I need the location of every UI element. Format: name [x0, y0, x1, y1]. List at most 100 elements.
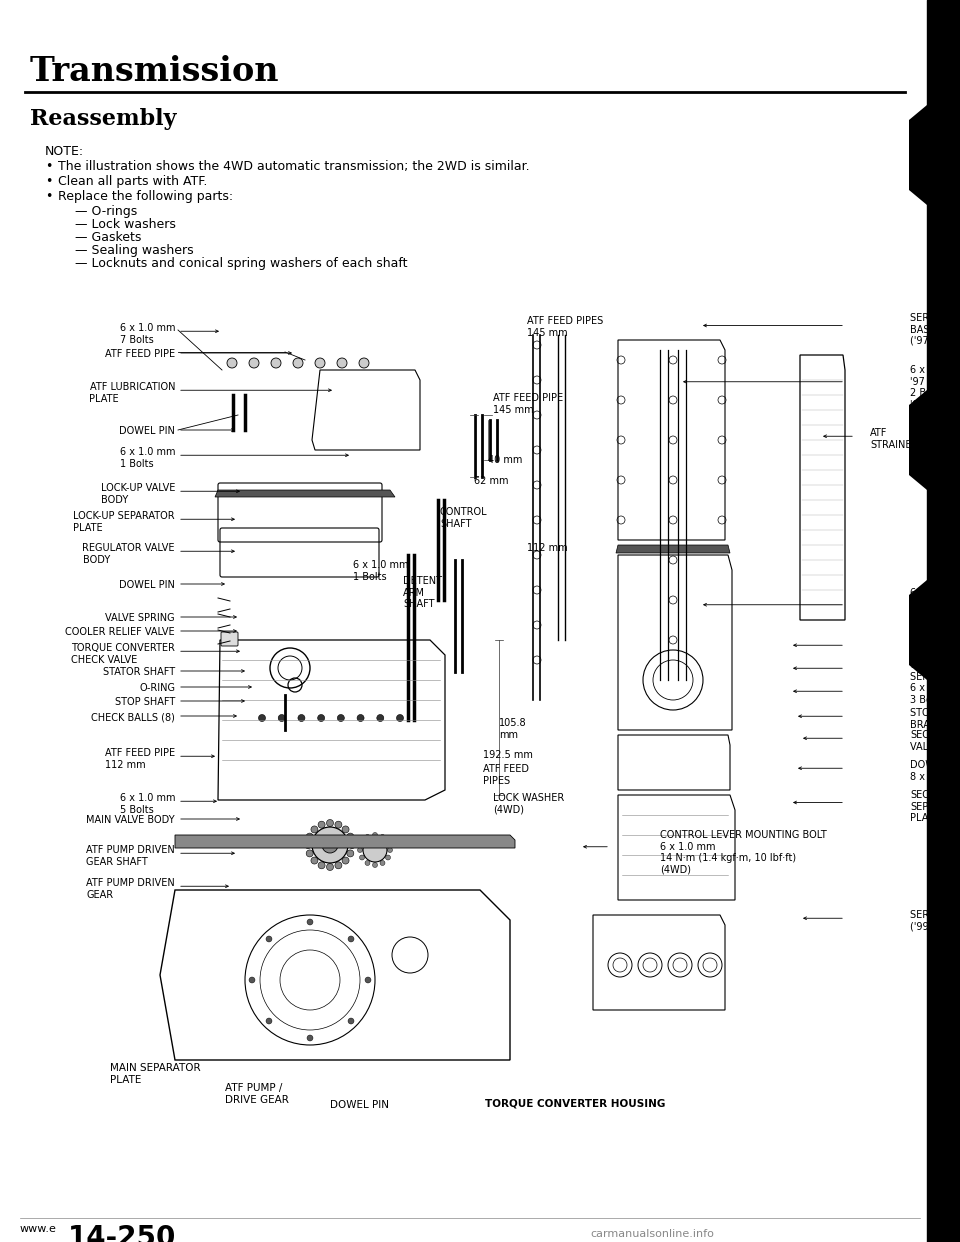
- Circle shape: [312, 827, 348, 863]
- Circle shape: [293, 358, 303, 368]
- Circle shape: [315, 358, 325, 368]
- Polygon shape: [175, 835, 515, 848]
- Text: 192.5 mm: 192.5 mm: [483, 750, 533, 760]
- Polygon shape: [909, 106, 927, 205]
- Text: COOLER RELIEF VALVE: COOLER RELIEF VALVE: [65, 627, 175, 637]
- Circle shape: [380, 835, 385, 840]
- Text: 6 x 1.0 mm
1 Bolts: 6 x 1.0 mm 1 Bolts: [353, 560, 409, 581]
- Text: SERVO
SEPARATOR PLATE: SERVO SEPARATOR PLATE: [910, 660, 960, 682]
- Circle shape: [380, 861, 385, 866]
- Circle shape: [386, 840, 391, 845]
- Circle shape: [307, 1035, 313, 1041]
- Text: 40 mm: 40 mm: [488, 455, 522, 465]
- Text: 62 mm: 62 mm: [474, 476, 509, 486]
- Text: NOTE:: NOTE:: [45, 145, 84, 158]
- Circle shape: [278, 714, 285, 722]
- Text: LOCK-UP VALVE
BODY: LOCK-UP VALVE BODY: [101, 483, 175, 504]
- Text: CONTROL LEVER MOUNTING BOLT
6 x 1.0 mm
14 N·m (1.4 kgf·m, 10 lbf·ft)
(4WD): CONTROL LEVER MOUNTING BOLT 6 x 1.0 mm 1…: [660, 830, 827, 874]
- Text: ATF FEED PIPE
112 mm: ATF FEED PIPE 112 mm: [105, 748, 175, 770]
- Text: STATOR SHAFT: STATOR SHAFT: [103, 667, 175, 677]
- Text: MAIN SEPARATOR
PLATE: MAIN SEPARATOR PLATE: [110, 1063, 201, 1084]
- Circle shape: [357, 847, 363, 852]
- Text: DOWEL PIN
8 x 40 mm: DOWEL PIN 8 x 40 mm: [910, 760, 960, 781]
- Text: DOWEL PIN: DOWEL PIN: [119, 426, 175, 436]
- Circle shape: [357, 714, 364, 722]
- Text: •: •: [45, 175, 53, 188]
- Circle shape: [359, 840, 365, 845]
- Circle shape: [386, 854, 391, 859]
- Text: SECONDARY
SEPARATOR
PLATE: SECONDARY SEPARATOR PLATE: [910, 790, 960, 823]
- Text: MAIN VALVE BODY: MAIN VALVE BODY: [86, 815, 175, 825]
- Circle shape: [318, 714, 324, 722]
- Text: — Locknuts and conical spring washers of each shaft: — Locknuts and conical spring washers of…: [75, 257, 407, 270]
- Text: ATF PUMP DRIVEN
GEAR SHAFT: ATF PUMP DRIVEN GEAR SHAFT: [86, 845, 175, 867]
- Text: ATF PUMP DRIVEN
GEAR: ATF PUMP DRIVEN GEAR: [86, 878, 175, 899]
- Text: DOWEL PIN: DOWEL PIN: [119, 580, 175, 590]
- Circle shape: [348, 936, 354, 941]
- Text: SERVO BODY
('99 – 00 models): SERVO BODY ('99 – 00 models): [910, 910, 960, 932]
- Text: The illustration shows the 4WD automatic transmission; the 2WD is similar.: The illustration shows the 4WD automatic…: [58, 160, 530, 173]
- Circle shape: [306, 850, 313, 857]
- Circle shape: [271, 358, 281, 368]
- Circle shape: [337, 714, 345, 722]
- Circle shape: [347, 850, 354, 857]
- Circle shape: [298, 714, 305, 722]
- Text: 6 x 1.0 mm
'97 – 98 models:
2 Bolts
'99 – 00 models: 1 Bolts: 6 x 1.0 mm '97 – 98 models: 2 Bolts '99 …: [910, 365, 960, 410]
- Text: — Gaskets: — Gaskets: [75, 231, 141, 243]
- Text: Transmission: Transmission: [30, 55, 279, 88]
- Text: — O-rings: — O-rings: [75, 205, 137, 219]
- Circle shape: [258, 714, 266, 722]
- Circle shape: [249, 977, 255, 982]
- Text: www.e: www.e: [20, 1225, 57, 1235]
- Text: STOP SHAFT: STOP SHAFT: [115, 697, 175, 707]
- Circle shape: [311, 857, 318, 864]
- Text: TORQUE CONVERTER
CHECK VALVE: TORQUE CONVERTER CHECK VALVE: [71, 643, 175, 664]
- Text: — Sealing washers: — Sealing washers: [75, 243, 194, 257]
- Circle shape: [342, 857, 349, 864]
- Text: 6 x 1.0 mm
'97 – 98 models:
7 Bolts
'99 – 00 models: 8 Bolts: 6 x 1.0 mm '97 – 98 models: 7 Bolts '99 …: [910, 587, 960, 633]
- Text: 6 x 1.0 mm
5 Bolts: 6 x 1.0 mm 5 Bolts: [119, 792, 175, 815]
- Text: Clean all parts with ATF.: Clean all parts with ATF.: [58, 175, 207, 188]
- Text: ATF PUMP /
DRIVE GEAR: ATF PUMP / DRIVE GEAR: [225, 1083, 289, 1104]
- Text: DETENT
ARM
SHAFT: DETENT ARM SHAFT: [403, 576, 442, 609]
- Circle shape: [359, 854, 365, 859]
- Circle shape: [318, 862, 325, 869]
- Circle shape: [388, 847, 393, 852]
- Circle shape: [365, 835, 370, 840]
- Text: 105.8
mm: 105.8 mm: [499, 718, 527, 739]
- Circle shape: [348, 842, 355, 848]
- Text: CHECK BALLS (8): CHECK BALLS (8): [91, 712, 175, 722]
- Circle shape: [363, 838, 387, 862]
- Circle shape: [311, 826, 318, 833]
- Text: SERVO DETENT
BASE
('97 – 98 models only): SERVO DETENT BASE ('97 – 98 models only): [910, 313, 960, 347]
- Circle shape: [348, 1018, 354, 1023]
- Text: 6 x 1.0 mm
1 Bolts: 6 x 1.0 mm 1 Bolts: [119, 447, 175, 468]
- Circle shape: [335, 862, 342, 869]
- Circle shape: [249, 358, 259, 368]
- Text: 112 mm: 112 mm: [527, 543, 567, 553]
- Polygon shape: [215, 491, 395, 497]
- Text: REGULATOR VALVE
BODY: REGULATOR VALVE BODY: [83, 543, 175, 565]
- Circle shape: [337, 358, 347, 368]
- Circle shape: [335, 821, 342, 828]
- Text: SECONDARY
VALVE BODY: SECONDARY VALVE BODY: [910, 730, 960, 751]
- Text: 6 x 1.0 mm
7 Bolts: 6 x 1.0 mm 7 Bolts: [119, 323, 175, 344]
- Circle shape: [365, 977, 371, 982]
- Circle shape: [359, 358, 369, 368]
- Circle shape: [304, 842, 311, 848]
- Text: ATF FEED PIPE: ATF FEED PIPE: [105, 349, 175, 359]
- Circle shape: [365, 861, 370, 866]
- Text: 6 x 1.0 mm
3 Bolts: 6 x 1.0 mm 3 Bolts: [910, 683, 960, 704]
- Text: STOP SHAFT
BRACKET: STOP SHAFT BRACKET: [910, 708, 960, 729]
- Text: ATF
STRAINER: ATF STRAINER: [870, 428, 919, 450]
- FancyBboxPatch shape: [221, 632, 238, 646]
- Circle shape: [227, 358, 237, 368]
- Text: LOCK-UP SEPARATOR
PLATE: LOCK-UP SEPARATOR PLATE: [73, 510, 175, 533]
- Circle shape: [372, 832, 377, 837]
- Text: 14-250: 14-250: [68, 1225, 177, 1242]
- Circle shape: [326, 863, 333, 871]
- Circle shape: [372, 862, 377, 867]
- Text: DOWEL PIN: DOWEL PIN: [330, 1100, 389, 1110]
- Circle shape: [318, 821, 325, 828]
- Text: ATF FEED PIPE
145 mm: ATF FEED PIPE 145 mm: [493, 392, 564, 415]
